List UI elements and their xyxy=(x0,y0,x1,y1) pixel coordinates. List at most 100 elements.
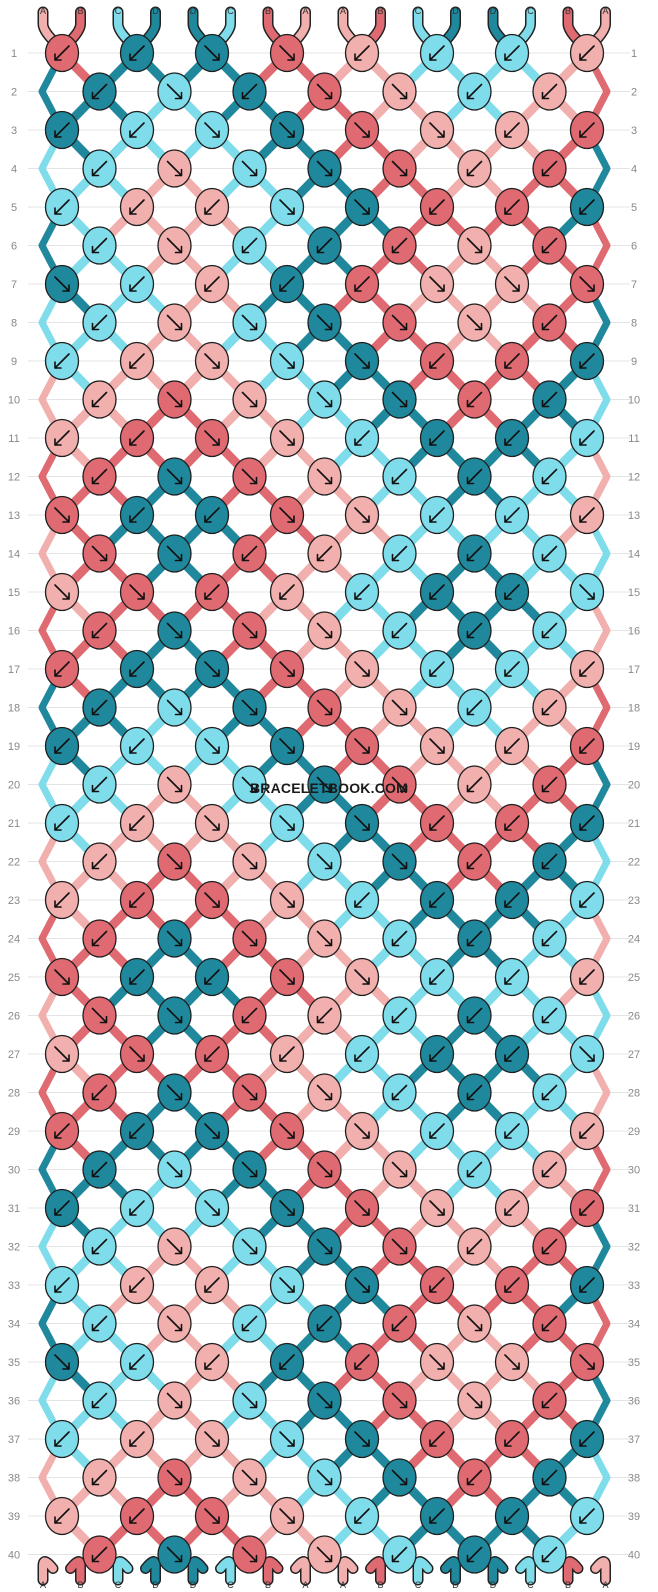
knot-arrow-icon xyxy=(129,122,145,138)
strand-label-bottom: C xyxy=(227,1580,234,1590)
knot-arrow-icon xyxy=(466,853,483,870)
knot-arrow-icon xyxy=(429,1200,445,1216)
row-number-left: 37 xyxy=(8,1434,20,1446)
knot-arrow-icon xyxy=(129,969,145,985)
knot-arrow-icon xyxy=(279,353,295,369)
knot-arrow-icon xyxy=(129,1123,145,1139)
row-number-left: 21 xyxy=(8,818,20,830)
strand-tab-top xyxy=(114,8,132,44)
row-number-right: 4 xyxy=(631,164,637,176)
row-number-left: 27 xyxy=(8,1049,20,1061)
knot-arrow-icon xyxy=(241,622,258,639)
knot-arrow-icon xyxy=(391,930,408,947)
knot-arrow-icon xyxy=(91,1546,108,1563)
knot-arrow-icon xyxy=(204,122,220,138)
knot-arrow-icon xyxy=(541,1469,558,1486)
knot-arrow-icon xyxy=(54,1123,70,1139)
knot-arrow-icon xyxy=(279,661,295,677)
row-number-right: 36 xyxy=(628,1396,640,1408)
row-number-left: 4 xyxy=(11,164,17,176)
knot-arrow-icon xyxy=(54,892,70,908)
strand-label-top: D xyxy=(190,6,197,16)
knot-arrow-icon xyxy=(204,199,220,215)
knot-arrow-icon xyxy=(579,1277,595,1293)
knot-arrow-icon xyxy=(391,468,408,485)
row-number-right: 2 xyxy=(631,87,637,99)
strand-label-top: D xyxy=(152,6,159,16)
knot-arrow-icon xyxy=(429,1431,445,1447)
strand-label-bottom: C xyxy=(415,1580,422,1590)
knot-arrow-icon xyxy=(316,1161,333,1178)
knot-arrow-icon xyxy=(504,430,520,446)
row-number-right: 23 xyxy=(628,895,640,907)
knot-arrow-icon xyxy=(429,430,445,446)
knot-arrow-icon xyxy=(241,1469,258,1486)
knot-arrow-icon xyxy=(241,699,258,716)
knot-arrow-icon xyxy=(204,1354,220,1370)
knot-arrow-icon xyxy=(241,1546,258,1563)
strand-tab-bottom xyxy=(516,1557,535,1584)
knot-arrow-icon xyxy=(354,430,370,446)
row-number-right: 27 xyxy=(628,1049,640,1061)
strand-label-bottom: A xyxy=(302,1580,308,1590)
strand-label-top: C xyxy=(115,6,122,16)
strand-tab-bottom xyxy=(66,1557,85,1584)
knot-arrow-icon xyxy=(166,622,183,639)
knot-arrow-icon xyxy=(279,276,295,292)
knot-arrow-icon xyxy=(54,276,70,292)
knot-arrow-icon xyxy=(391,237,408,254)
knot-arrow-icon xyxy=(316,1392,333,1409)
row-number-right: 12 xyxy=(628,472,640,484)
knot-arrow-icon xyxy=(316,776,333,793)
knot-arrow-icon xyxy=(541,1161,558,1178)
knot-arrow-icon xyxy=(91,699,108,716)
knot-arrow-icon xyxy=(279,738,295,754)
knot-arrow-icon xyxy=(316,1315,333,1332)
knot-arrow-icon xyxy=(241,468,258,485)
strand-label-bottom: D xyxy=(152,1580,159,1590)
knot-arrow-icon xyxy=(579,1046,595,1062)
knot-arrow-icon xyxy=(54,353,70,369)
row-number-right: 40 xyxy=(628,1550,640,1562)
knot-arrow-icon xyxy=(279,507,295,523)
row-number-right: 30 xyxy=(628,1165,640,1177)
knot-arrow-icon xyxy=(466,1315,483,1332)
strand-tab-top xyxy=(339,8,357,44)
knot-arrow-icon xyxy=(466,1469,483,1486)
knot-arrow-icon xyxy=(241,1392,258,1409)
knot-arrow-icon xyxy=(391,699,408,716)
knot-arrow-icon xyxy=(279,584,295,600)
knot-arrow-icon xyxy=(316,237,333,254)
strand-tab-top xyxy=(489,8,507,44)
knot-arrow-icon xyxy=(391,1469,408,1486)
knot-arrow-icon xyxy=(204,353,220,369)
knot-arrow-icon xyxy=(129,199,145,215)
strand-tab-bottom xyxy=(564,1557,582,1584)
knot-arrow-icon xyxy=(204,969,220,985)
knot-arrow-icon xyxy=(579,892,595,908)
knot-arrow-icon xyxy=(466,1007,483,1024)
knot-arrow-icon xyxy=(354,276,370,292)
strand-tab-top xyxy=(517,8,535,44)
knot-arrow-icon xyxy=(504,1123,520,1139)
knot-arrow-icon xyxy=(129,584,145,600)
knot-arrow-icon xyxy=(129,45,145,61)
row-number-left: 7 xyxy=(11,279,17,291)
knot-arrow-icon xyxy=(91,1238,108,1255)
knot-arrow-icon xyxy=(129,353,145,369)
knot-arrow-icon xyxy=(579,507,595,523)
knot-arrow-icon xyxy=(391,1238,408,1255)
row-number-left: 33 xyxy=(8,1280,20,1292)
knot-arrow-icon xyxy=(466,930,483,947)
knot-arrow-icon xyxy=(429,584,445,600)
knot-arrow-icon xyxy=(279,892,295,908)
knot-arrow-icon xyxy=(354,969,370,985)
knot-arrow-icon xyxy=(466,699,483,716)
knot-arrow-icon xyxy=(241,314,258,331)
row-number-left: 20 xyxy=(8,780,20,792)
row-number-left: 32 xyxy=(8,1242,20,1254)
knot-arrow-icon xyxy=(204,661,220,677)
knot-arrow-icon xyxy=(354,738,370,754)
knot-arrow-icon xyxy=(166,1546,183,1563)
